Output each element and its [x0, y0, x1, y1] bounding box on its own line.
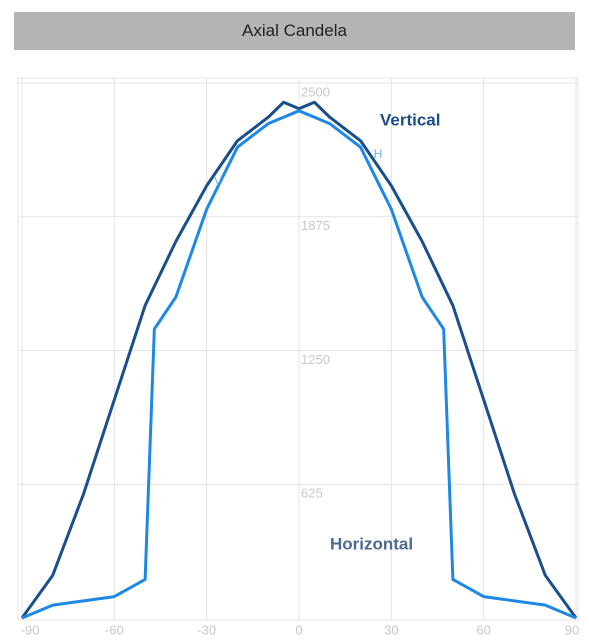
- x-tick-label: 90: [565, 622, 579, 637]
- x-tick-label: -30: [197, 622, 216, 637]
- series-line: [20, 100, 578, 619]
- series-label: Horizontal: [330, 534, 413, 553]
- x-tick-label: -90: [21, 622, 40, 637]
- series-label: Vertical: [380, 110, 441, 129]
- y-tick-label: 2500: [301, 84, 330, 99]
- header: Axial Candela: [14, 12, 575, 50]
- y-tick-label: 625: [301, 486, 323, 501]
- curve-marker: V: [214, 174, 222, 188]
- x-tick-label: -60: [105, 622, 124, 637]
- y-tick-label: 1250: [301, 352, 330, 367]
- x-tick-label: 30: [384, 622, 398, 637]
- x-tick-label: 0: [295, 622, 302, 637]
- plot-frame: [17, 77, 579, 621]
- series-line: [21, 109, 577, 620]
- y-tick-label: 1875: [301, 218, 330, 233]
- x-tick-label: 60: [476, 622, 490, 637]
- curve-marker: H: [374, 147, 383, 161]
